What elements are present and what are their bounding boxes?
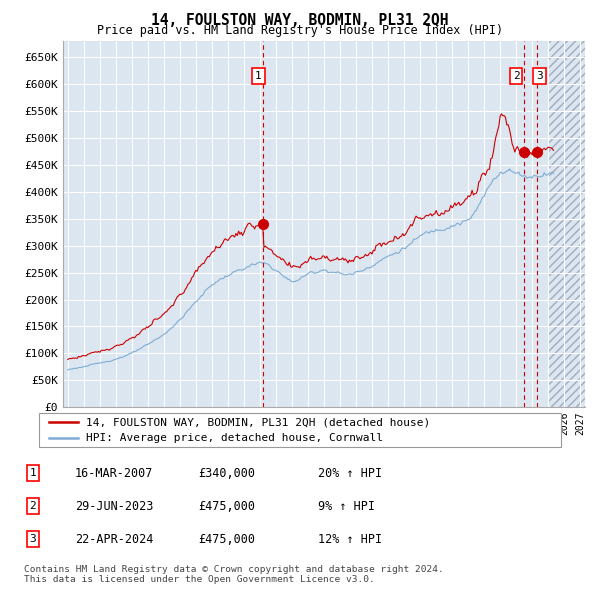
Text: 29-JUN-2023: 29-JUN-2023 bbox=[75, 500, 154, 513]
Bar bbox=[548, 41, 585, 407]
Bar bbox=[548, 41, 585, 407]
FancyBboxPatch shape bbox=[39, 413, 561, 447]
Text: 9% ↑ HPI: 9% ↑ HPI bbox=[318, 500, 375, 513]
Text: 2: 2 bbox=[29, 502, 37, 511]
Text: 3: 3 bbox=[29, 535, 37, 544]
Text: This data is licensed under the Open Government Licence v3.0.: This data is licensed under the Open Gov… bbox=[24, 575, 375, 584]
Text: 1: 1 bbox=[29, 468, 37, 478]
Text: 1: 1 bbox=[255, 71, 262, 81]
Text: £475,000: £475,000 bbox=[198, 533, 255, 546]
Text: 2: 2 bbox=[513, 71, 520, 81]
Text: £475,000: £475,000 bbox=[198, 500, 255, 513]
Text: HPI: Average price, detached house, Cornwall: HPI: Average price, detached house, Corn… bbox=[86, 433, 383, 443]
Text: £340,000: £340,000 bbox=[198, 467, 255, 480]
Text: 22-APR-2024: 22-APR-2024 bbox=[75, 533, 154, 546]
Text: 14, FOULSTON WAY, BODMIN, PL31 2QH (detached house): 14, FOULSTON WAY, BODMIN, PL31 2QH (deta… bbox=[86, 417, 430, 427]
Text: 3: 3 bbox=[536, 71, 543, 81]
Text: Contains HM Land Registry data © Crown copyright and database right 2024.: Contains HM Land Registry data © Crown c… bbox=[24, 565, 444, 575]
Text: 16-MAR-2007: 16-MAR-2007 bbox=[75, 467, 154, 480]
Text: Price paid vs. HM Land Registry's House Price Index (HPI): Price paid vs. HM Land Registry's House … bbox=[97, 24, 503, 37]
Text: 12% ↑ HPI: 12% ↑ HPI bbox=[318, 533, 382, 546]
Text: 20% ↑ HPI: 20% ↑ HPI bbox=[318, 467, 382, 480]
Text: 14, FOULSTON WAY, BODMIN, PL31 2QH: 14, FOULSTON WAY, BODMIN, PL31 2QH bbox=[151, 13, 449, 28]
